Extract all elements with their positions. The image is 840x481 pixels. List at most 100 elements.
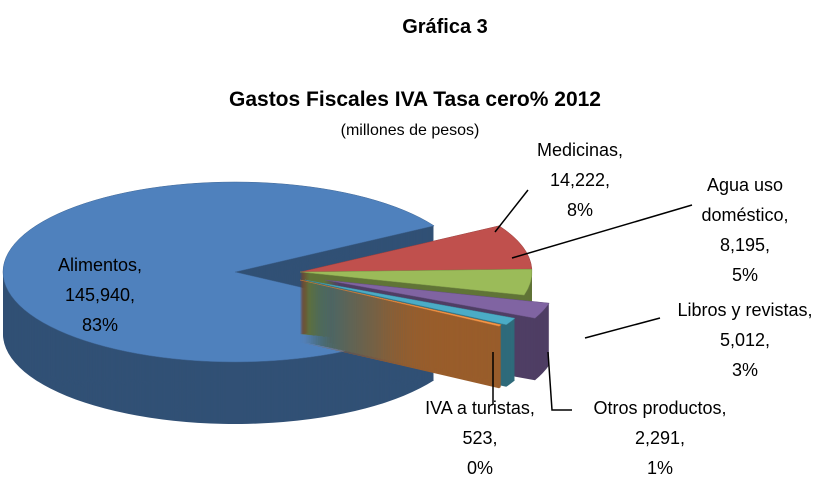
- leader-line: [547, 351, 572, 411]
- side-layer: [300, 318, 502, 365]
- side-layer: [300, 326, 502, 373]
- side-layer: [300, 314, 502, 361]
- side-layer: [300, 311, 502, 358]
- side-layer: [300, 312, 502, 359]
- side-layer: [300, 324, 502, 371]
- label-line: 8%: [566, 200, 593, 220]
- side-layer: [300, 321, 502, 368]
- side-layer: [300, 339, 502, 386]
- side-layer: [300, 338, 502, 385]
- side-layer: [300, 317, 502, 364]
- side-layer: [300, 308, 502, 355]
- slice: [299, 225, 533, 273]
- side-layer: [300, 281, 502, 328]
- label-line: IVA a turistas,: [425, 398, 535, 418]
- side-layer: [300, 340, 502, 387]
- side-layer: [300, 287, 502, 334]
- label-line: 2,291,: [634, 428, 686, 448]
- slice: [299, 268, 533, 296]
- heading: Gráfica 3: [402, 16, 488, 38]
- label-line: 83%: [81, 315, 119, 335]
- slice: [299, 279, 502, 327]
- side-layer: [300, 328, 502, 375]
- data-label: Otros productos, 2,291, 1%: [560, 393, 760, 481]
- label-line: 5%: [731, 265, 758, 285]
- side-layer: [300, 296, 502, 343]
- side-layer: [300, 319, 502, 366]
- side-layer: [300, 295, 502, 342]
- label-line: 0%: [466, 458, 493, 478]
- label-line: 145,940,: [64, 285, 136, 305]
- side-layer: [300, 329, 502, 376]
- side-layer: [300, 334, 502, 381]
- side-layer: [300, 288, 502, 335]
- label-line: Agua uso doméstico,: [701, 175, 789, 225]
- slice: [304, 279, 516, 326]
- chart-title: Gastos Fiscales IVA Tasa cero% 2012: [229, 88, 601, 111]
- label-line: 523,: [462, 428, 498, 448]
- side-layer: [300, 300, 502, 347]
- side-layer: [300, 285, 502, 332]
- side-layer: [300, 299, 502, 346]
- label-line: Alimentos,: [57, 255, 143, 275]
- side-layer: [300, 291, 502, 338]
- side-layer: [300, 301, 502, 348]
- data-label: Agua uso doméstico, 8,195, 5%: [680, 170, 810, 290]
- side-layer: [300, 292, 502, 339]
- label-line: Otros productos,: [593, 398, 727, 418]
- data-label: Medicinas, 14,222, 8%: [510, 135, 650, 225]
- side-layer: [300, 302, 502, 349]
- leader-lines: [492, 189, 693, 411]
- side-layer: [300, 323, 502, 370]
- side-layer: [300, 341, 502, 388]
- side-layer: [300, 305, 502, 352]
- side-layer: [300, 306, 502, 353]
- leader-line: [511, 204, 693, 259]
- side-layer: [300, 337, 502, 384]
- side-layer: [300, 310, 502, 357]
- side-layer: [300, 304, 502, 351]
- side-layer: [300, 322, 502, 369]
- label-line: Libros y revistas,: [677, 300, 813, 320]
- side-layer: [300, 293, 502, 340]
- slice-side: [300, 281, 502, 389]
- slice: [324, 279, 550, 319]
- side-layer: [300, 333, 502, 380]
- label-line: 1%: [646, 458, 673, 478]
- side-layer: [300, 315, 502, 362]
- side-layer: [300, 332, 502, 379]
- data-label: Libros y revistas, 5,012, 3%: [650, 295, 840, 385]
- label-line: 5,012,: [719, 330, 771, 350]
- side-layer: [300, 294, 502, 341]
- side-layer: [300, 282, 502, 329]
- label-line: 3%: [731, 360, 758, 380]
- leader-line: [494, 189, 529, 233]
- data-label: IVA a turistas, 523, 0%: [395, 393, 565, 481]
- side-layer: [300, 286, 502, 333]
- side-layer: [300, 298, 502, 345]
- side-layer: [300, 303, 502, 350]
- side-layer: [300, 320, 502, 367]
- data-label: Alimentos, 145,940, 83%: [20, 250, 180, 340]
- side-layer: [300, 313, 502, 360]
- side-layer: [300, 307, 502, 354]
- side-layer: [300, 331, 502, 378]
- side-layer: [300, 327, 502, 374]
- side-layer: [300, 316, 502, 363]
- side-layer: [300, 284, 502, 331]
- side-layer: [300, 290, 502, 337]
- leader-line: [584, 317, 661, 339]
- chart-subtitle: (millones de pesos): [340, 122, 480, 139]
- side-layer: [300, 283, 502, 330]
- label-line: 14,222,: [549, 170, 611, 190]
- side-layer: [300, 289, 502, 336]
- side-layer: [300, 335, 502, 382]
- side-layer: [300, 330, 502, 377]
- side-layer: [300, 336, 502, 383]
- side-layer: [300, 325, 502, 372]
- label-line: Medicinas,: [536, 140, 624, 160]
- label-line: 8,195,: [719, 235, 771, 255]
- side-layer: [300, 342, 502, 389]
